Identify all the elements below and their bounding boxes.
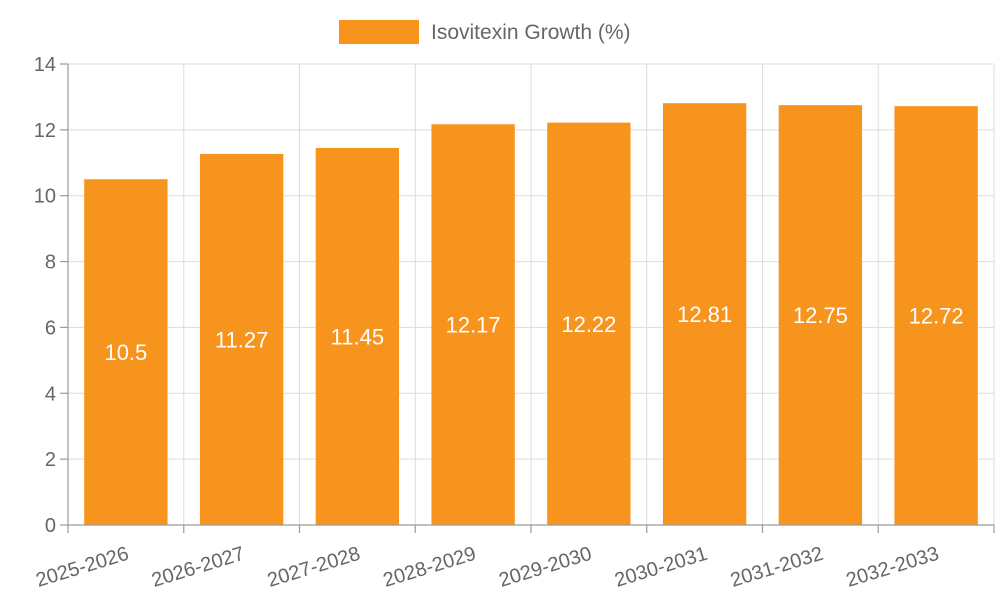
axes: [60, 63, 995, 533]
bar-value-label: 10.5: [104, 340, 147, 365]
legend[interactable]: Isovitexin Growth (%): [339, 20, 631, 44]
bar-value-label: 12.81: [677, 302, 732, 327]
bar[interactable]: [84, 179, 168, 525]
y-tick-label: 0: [45, 515, 56, 537]
y-tick-label: 4: [45, 383, 56, 405]
x-tick-label: 2029-2030: [496, 543, 594, 592]
x-tick-label: 2025-2026: [33, 543, 131, 592]
y-tick-label: 12: [34, 120, 56, 142]
bar-labels: 10.5 11.27 11.45 12.17 12.22 12.81 12.75 12.72: [104, 302, 963, 365]
bar-value-label: 11.27: [215, 327, 268, 352]
bar[interactable]: [315, 147, 400, 526]
legend-label: Isovitexin Growth (%): [431, 21, 631, 44]
bar[interactable]: [894, 106, 978, 526]
x-tick-label: 2026-2027: [149, 543, 247, 592]
bar[interactable]: [778, 105, 863, 526]
x-tick-label: 2032-2033: [844, 543, 942, 592]
x-tick-label: 2028-2029: [381, 543, 479, 592]
x-tick-label: 2027-2028: [265, 543, 363, 592]
bar-value-label: 12.75: [793, 303, 848, 328]
y-tick-labels: 0 2 4 6 8 10 12 14: [34, 54, 56, 537]
y-tick-label: 2: [45, 449, 56, 471]
bar[interactable]: [199, 153, 284, 525]
x-tick-label: 2030-2031: [612, 543, 710, 592]
bar[interactable]: [547, 122, 631, 525]
bar-value-label: 12.17: [446, 313, 501, 338]
x-tick-labels: 2025-2026 2026-2027 2027-2028 2028-2029 2029…: [33, 543, 941, 592]
bar[interactable]: [662, 103, 747, 525]
bar-value-label: 12.72: [909, 304, 964, 329]
y-tick-label: 14: [34, 54, 56, 76]
bar-value-label: 12.22: [561, 312, 616, 337]
y-tick-label: 10: [34, 186, 56, 208]
y-tick-label: 8: [45, 252, 56, 274]
x-tick-label: 2031-2032: [728, 543, 826, 592]
bar-value-label: 11.45: [331, 324, 384, 349]
legend-swatch: [339, 20, 419, 44]
y-tick-label: 6: [45, 317, 56, 339]
bar[interactable]: [431, 124, 515, 526]
bars: [84, 103, 978, 526]
